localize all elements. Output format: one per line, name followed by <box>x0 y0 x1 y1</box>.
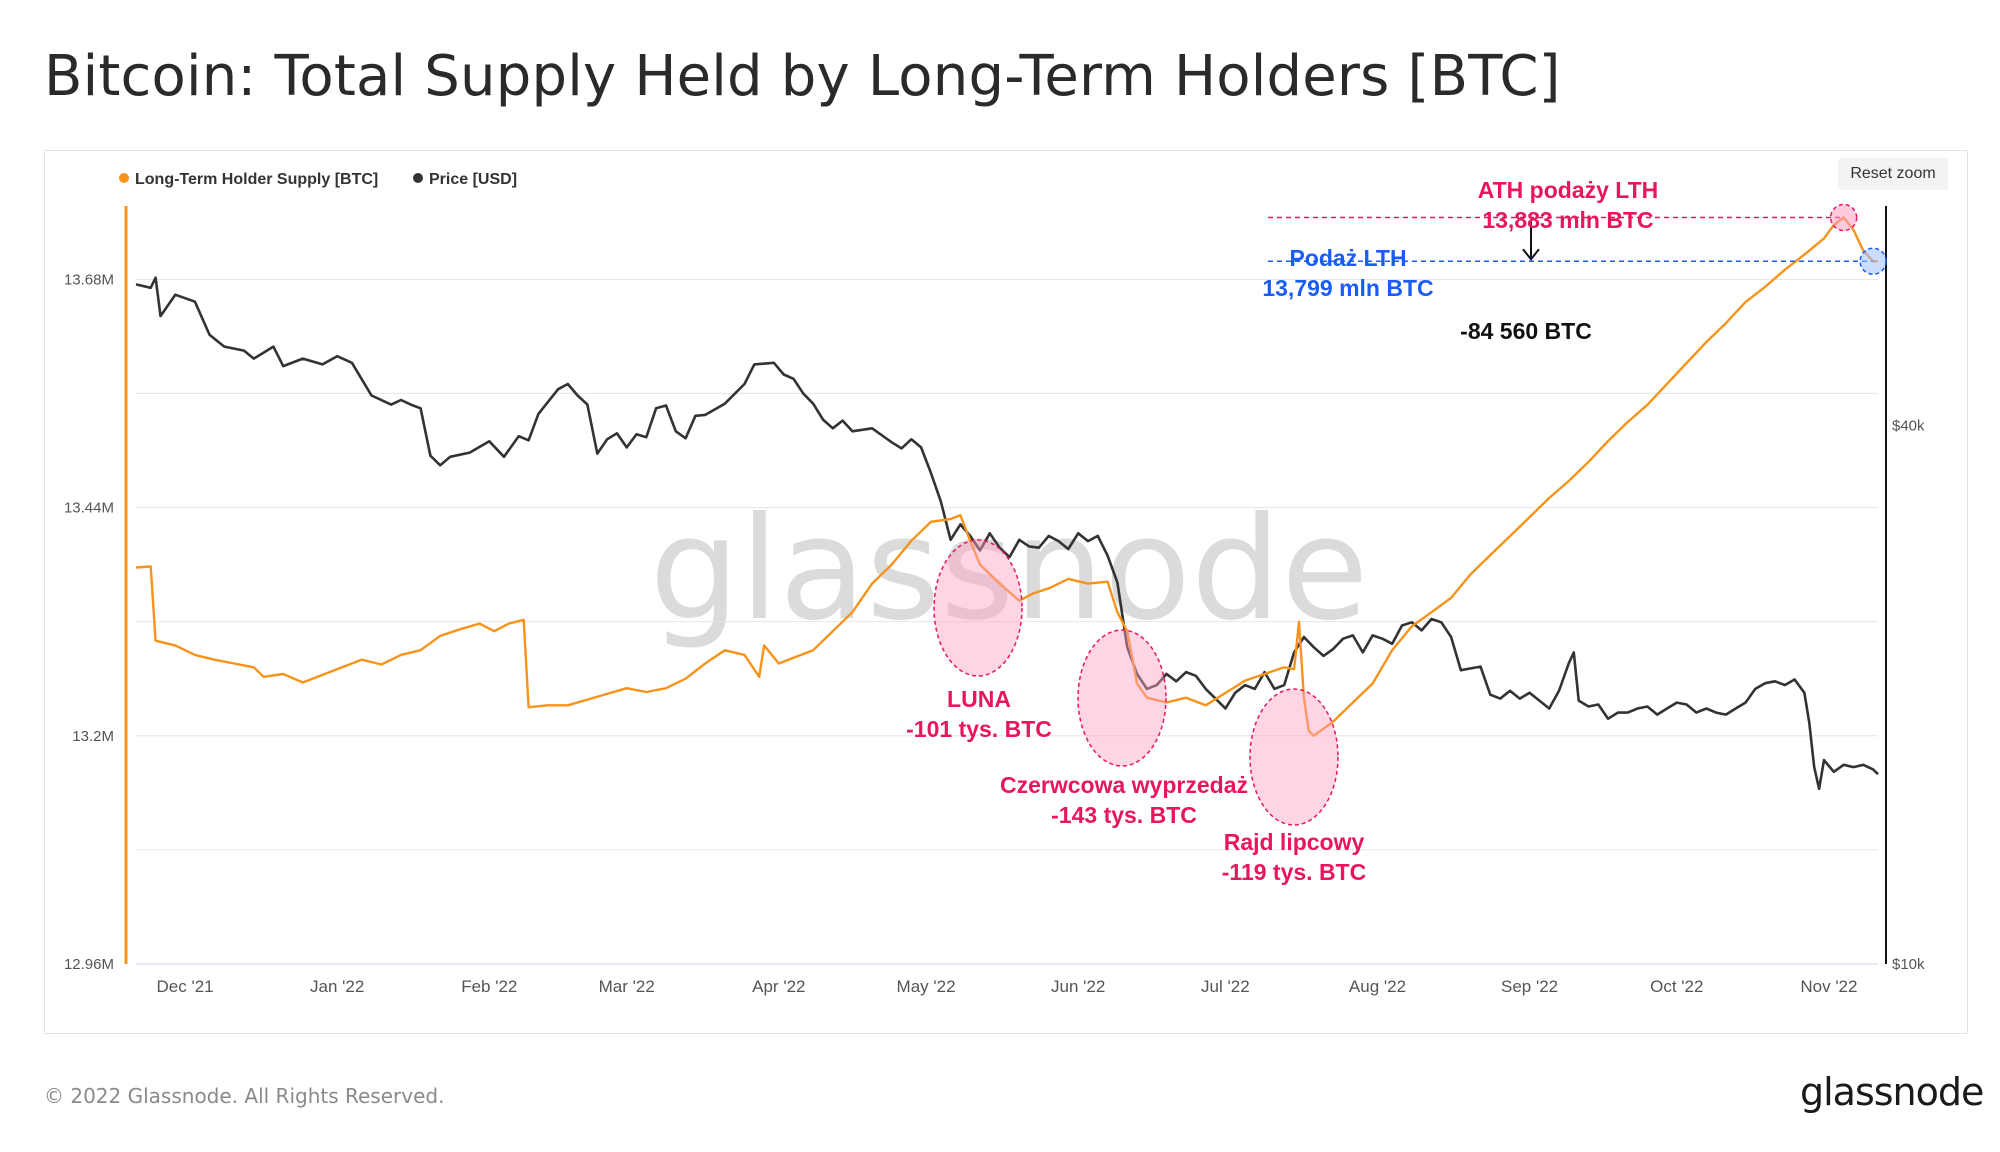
x-tick-label: Apr '22 <box>752 977 805 996</box>
luna-value: -101 tys. BTC <box>906 716 1052 742</box>
x-tick-label: May '22 <box>897 977 956 996</box>
glassnode-logo: glassnode <box>1800 1070 1984 1114</box>
x-tick-label: Jun '22 <box>1051 977 1105 996</box>
price-line <box>135 276 1879 791</box>
x-tick-label: Feb '22 <box>461 977 517 996</box>
ath-value: 13,883 mln BTC <box>1482 207 1653 233</box>
annotations: ATH podaży LTH 13,883 mln BTC Podaż LTH 13,… <box>906 177 1887 885</box>
july-rally-value: -119 tys. BTC <box>1222 859 1366 885</box>
series-layer <box>135 216 1879 791</box>
legend-price-dot[interactable] <box>413 173 423 183</box>
x-tick-label: Aug '22 <box>1349 977 1406 996</box>
legend-lth-dot[interactable] <box>119 173 129 183</box>
current-value: 13,799 mln BTC <box>1262 275 1433 301</box>
lth-supply-line <box>135 216 1878 737</box>
axes: 12.96M 13.2M 13.44M 13.68M $10k $40k Dec '21 Ja… <box>64 206 1925 996</box>
current-marker <box>1859 247 1887 276</box>
june-sale-value: -143 tys. BTC <box>1051 802 1197 828</box>
diff-arrow-head <box>1522 248 1540 261</box>
june-sale-ellipse <box>1077 629 1167 767</box>
x-tick-label: Sep '22 <box>1501 977 1558 996</box>
left-tick-label: 13.44M <box>64 500 114 517</box>
x-tick-label: Oct '22 <box>1650 977 1703 996</box>
watermark: glassnode <box>650 487 1369 652</box>
july-rally-ellipse <box>1249 688 1339 826</box>
ath-label: ATH podaży LTH <box>1478 177 1659 203</box>
diff-label: -84 560 BTC <box>1460 318 1592 344</box>
legend: Long-Term Holder Supply [BTC] Price [USD… <box>119 171 517 188</box>
copyright-text: © 2022 Glassnode. All Rights Reserved. <box>44 1084 445 1108</box>
right-tick-label: $10k <box>1892 956 1925 973</box>
right-tick-label: $40k <box>1892 417 1925 434</box>
left-tick-label: 13.68M <box>64 271 114 288</box>
page-title: Bitcoin: Total Supply Held by Long-Term … <box>44 44 1561 109</box>
ath-marker <box>1829 203 1858 232</box>
reset-zoom-button[interactable]: Reset zoom <box>1838 158 1948 190</box>
current-label: Podaż LTH <box>1289 245 1406 271</box>
x-tick-label: Mar '22 <box>599 977 655 996</box>
x-tick-label: Dec '21 <box>157 977 214 996</box>
july-rally-label: Rajd lipcowy <box>1224 829 1365 855</box>
luna-label: LUNA <box>947 686 1011 712</box>
x-tick-label: Jul '22 <box>1201 977 1250 996</box>
chart-frame <box>44 150 1968 1034</box>
left-tick-label: 12.96M <box>64 956 114 973</box>
legend-lth-label[interactable]: Long-Term Holder Supply [BTC] <box>135 171 378 188</box>
luna-ellipse <box>933 539 1023 677</box>
x-tick-label: Nov '22 <box>1800 977 1857 996</box>
june-sale-label: Czerwcowa wyprzedaż <box>1000 772 1248 798</box>
left-tick-label: 13.2M <box>72 728 114 745</box>
x-tick-label: Jan '22 <box>310 977 364 996</box>
legend-price-label[interactable]: Price [USD] <box>429 171 517 188</box>
